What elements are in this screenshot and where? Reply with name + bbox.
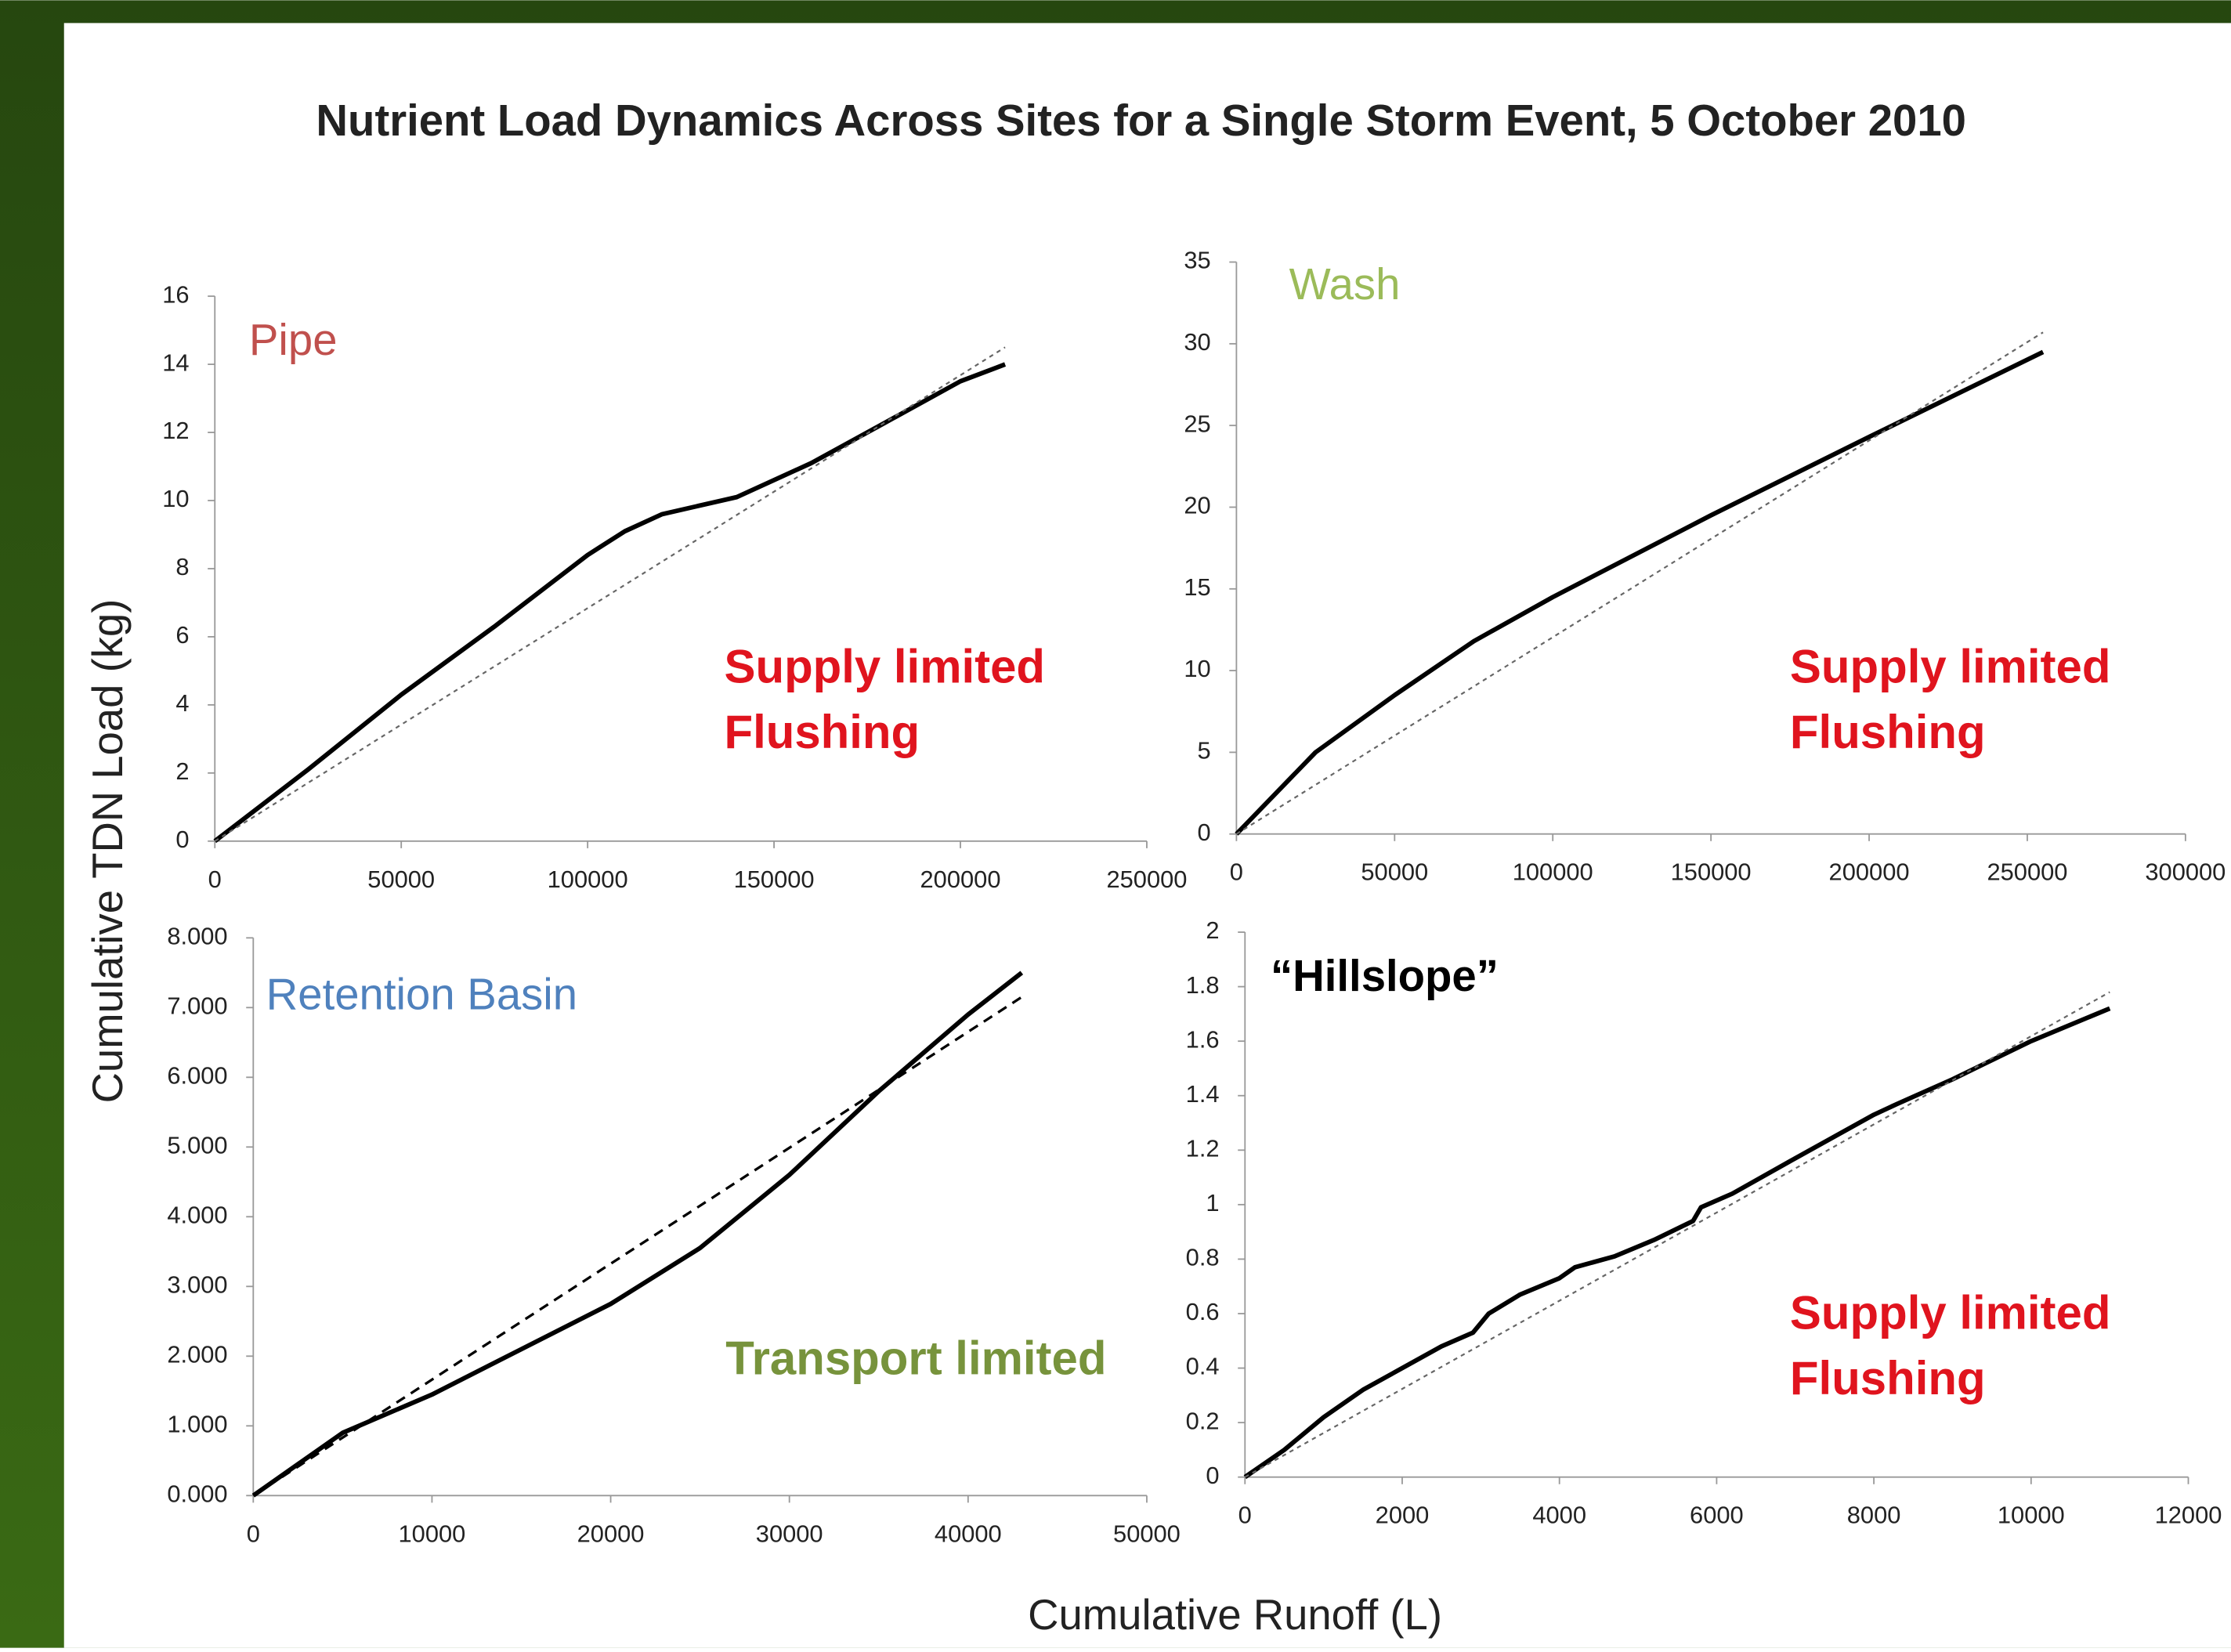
y-tick-label: 1.6 — [1186, 1025, 1220, 1053]
data-line — [1235, 349, 2045, 836]
y-tick-label: 8.000 — [167, 922, 227, 949]
data-line — [1243, 1006, 2111, 1480]
annotation: Flushing — [1790, 1352, 1986, 1404]
data-line — [251, 971, 1024, 1498]
y-tick-label: 0 — [1198, 819, 1211, 846]
y-tick-label: 0.6 — [1186, 1298, 1220, 1325]
y-tick-label: 3.000 — [167, 1271, 227, 1298]
x-tick-label: 4000 — [1532, 1502, 1586, 1529]
y-tick-label: 5 — [1198, 737, 1211, 765]
y-tick-label: 14 — [162, 349, 189, 376]
x-tick-label: 2000 — [1376, 1502, 1430, 1529]
y-tick-label: 0.8 — [1186, 1244, 1220, 1271]
slide-title: Nutrient Load Dynamics Across Sites for … — [316, 96, 1966, 145]
y-tick-label: 0 — [175, 826, 189, 853]
panel-title: Pipe — [249, 315, 338, 364]
y-tick-label: 15 — [1184, 573, 1210, 601]
y-tick-label: 0.000 — [167, 1480, 227, 1507]
x-axis-label: Cumulative Runoff (L) — [1028, 1591, 1442, 1639]
x-tick-label: 50000 — [367, 866, 435, 893]
y-tick-label: 20 — [1184, 492, 1210, 519]
annotation: Transport limited — [725, 1332, 1106, 1384]
x-tick-label: 6000 — [1690, 1502, 1744, 1529]
y-tick-label: 7.000 — [167, 992, 227, 1019]
reference-line — [214, 346, 1006, 842]
x-tick-label: 0 — [208, 866, 222, 893]
y-tick-label: 0.4 — [1186, 1353, 1220, 1380]
y-tick-label: 2 — [175, 757, 189, 785]
x-tick-label: 0 — [1230, 859, 1243, 886]
y-tick-label: 1.4 — [1186, 1080, 1220, 1108]
y-tick-label: 6 — [175, 621, 189, 649]
x-tick-label: 10000 — [1998, 1502, 2065, 1529]
y-tick-label: 4 — [175, 689, 189, 717]
y-tick-label: 4.000 — [167, 1201, 227, 1228]
y-tick-label: 0.2 — [1186, 1407, 1220, 1434]
y-tick-label: 2 — [1206, 916, 1219, 944]
x-tick-label: 150000 — [1671, 859, 1752, 886]
y-tick-label: 30 — [1184, 328, 1210, 356]
annotation: Supply limited — [1790, 1286, 2111, 1339]
reference-line — [1244, 991, 2110, 1478]
x-tick-label: 300000 — [2145, 859, 2226, 886]
x-tick-label: 0 — [247, 1520, 260, 1547]
x-tick-label: 12000 — [2155, 1502, 2222, 1529]
y-tick-label: 10 — [1184, 655, 1210, 682]
x-tick-label: 10000 — [399, 1520, 466, 1547]
y-axis-label: Cumulative TDN Load (kg) — [84, 599, 132, 1104]
x-tick-label: 150000 — [734, 866, 815, 893]
y-tick-label: 1.8 — [1186, 971, 1220, 999]
x-tick-label: 30000 — [756, 1520, 823, 1547]
panel-title: Retention Basin — [266, 969, 577, 1018]
annotation: Supply limited — [1790, 641, 2111, 693]
annotation: Supply limited — [725, 641, 1046, 693]
x-tick-label: 50000 — [1113, 1520, 1181, 1547]
y-tick-label: 6.000 — [167, 1061, 227, 1089]
y-tick-label: 0 — [1206, 1462, 1219, 1489]
x-tick-label: 200000 — [920, 866, 1001, 893]
x-tick-label: 250000 — [1987, 859, 2067, 886]
x-tick-label: 0 — [1238, 1502, 1252, 1529]
y-tick-label: 25 — [1184, 410, 1210, 437]
x-tick-label: 100000 — [1513, 859, 1593, 886]
y-tick-label: 10 — [162, 485, 189, 512]
x-tick-label: 100000 — [548, 866, 628, 893]
y-tick-label: 2.000 — [167, 1340, 227, 1368]
y-tick-label: 8 — [175, 553, 189, 580]
data-line — [213, 362, 1007, 844]
annotation: Flushing — [725, 706, 920, 758]
annotation: Flushing — [1790, 706, 1986, 758]
y-tick-label: 1.2 — [1186, 1134, 1220, 1162]
x-tick-label: 50000 — [1361, 859, 1428, 886]
panel-title: “Hillslope” — [1271, 951, 1499, 1000]
y-tick-label: 5.000 — [167, 1131, 227, 1159]
x-tick-label: 200000 — [1829, 859, 1910, 886]
y-tick-label: 1 — [1206, 1189, 1219, 1216]
y-tick-label: 35 — [1184, 247, 1210, 274]
x-tick-label: 20000 — [577, 1520, 645, 1547]
y-tick-label: 1.000 — [167, 1410, 227, 1437]
x-tick-label: 250000 — [1106, 866, 1187, 893]
panel-title: Wash — [1289, 259, 1401, 309]
y-tick-label: 16 — [162, 280, 189, 308]
y-tick-label: 12 — [162, 417, 189, 444]
x-tick-label: 8000 — [1847, 1502, 1901, 1529]
x-tick-label: 40000 — [935, 1520, 1002, 1547]
